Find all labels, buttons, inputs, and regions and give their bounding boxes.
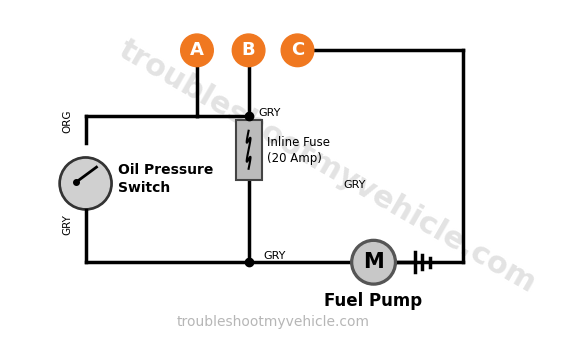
Text: A: A bbox=[190, 41, 204, 60]
Text: GRY: GRY bbox=[63, 214, 72, 234]
Circle shape bbox=[351, 239, 396, 285]
Text: (20 Amp): (20 Amp) bbox=[267, 152, 322, 165]
Text: C: C bbox=[291, 41, 304, 60]
Circle shape bbox=[281, 34, 314, 66]
Text: GRY: GRY bbox=[264, 251, 286, 261]
Circle shape bbox=[354, 243, 393, 282]
Text: GRY: GRY bbox=[343, 180, 366, 190]
Text: GRY: GRY bbox=[258, 108, 281, 118]
Text: Fuel Pump: Fuel Pump bbox=[324, 292, 423, 309]
Text: Inline Fuse: Inline Fuse bbox=[267, 136, 330, 149]
Text: troubleshootmyvehicle.com: troubleshootmyvehicle.com bbox=[114, 35, 541, 299]
Circle shape bbox=[61, 160, 110, 207]
Circle shape bbox=[233, 34, 265, 66]
Text: B: B bbox=[242, 41, 255, 60]
Text: troubleshootmyvehicle.com: troubleshootmyvehicle.com bbox=[176, 315, 369, 329]
Text: ORG: ORG bbox=[63, 109, 72, 133]
Circle shape bbox=[181, 34, 213, 66]
Circle shape bbox=[59, 157, 112, 210]
Text: Oil Pressure: Oil Pressure bbox=[118, 163, 213, 177]
Text: M: M bbox=[363, 252, 384, 272]
Text: Switch: Switch bbox=[118, 181, 171, 195]
Bar bbox=[235, 120, 262, 180]
